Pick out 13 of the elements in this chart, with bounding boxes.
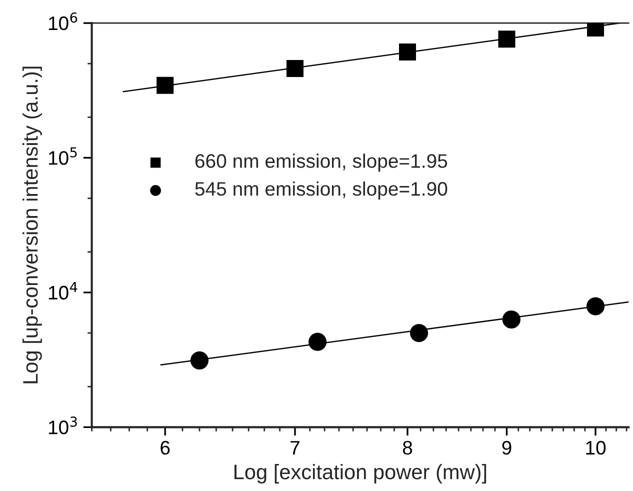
y-tick-label: 10$^{5}$ <box>48 147 77 165</box>
x-tick-label: 7 <box>290 441 300 454</box>
legend-label: 660 nm emission, slope=1.95 <box>195 154 448 172</box>
y-tick-label: 10$^{4}$ <box>48 282 78 300</box>
x-tick-label: 6 <box>160 440 170 455</box>
x-tick-label: 8 <box>402 440 412 455</box>
x-tick-label: 10 <box>586 440 606 455</box>
x-tick-label: 9 <box>502 440 512 455</box>
y-axis-title: Log [up-conversion intensity (a.u.)] <box>22 66 42 384</box>
y-tick-label: 10$^{3}$ <box>48 416 77 434</box>
x-axis-title: Log [excitation power (mw)] <box>234 464 486 484</box>
legend-label: 545 nm emission, slope=1.90 <box>195 181 448 200</box>
y-tick-label: 10$^{6}$ <box>48 12 78 30</box>
